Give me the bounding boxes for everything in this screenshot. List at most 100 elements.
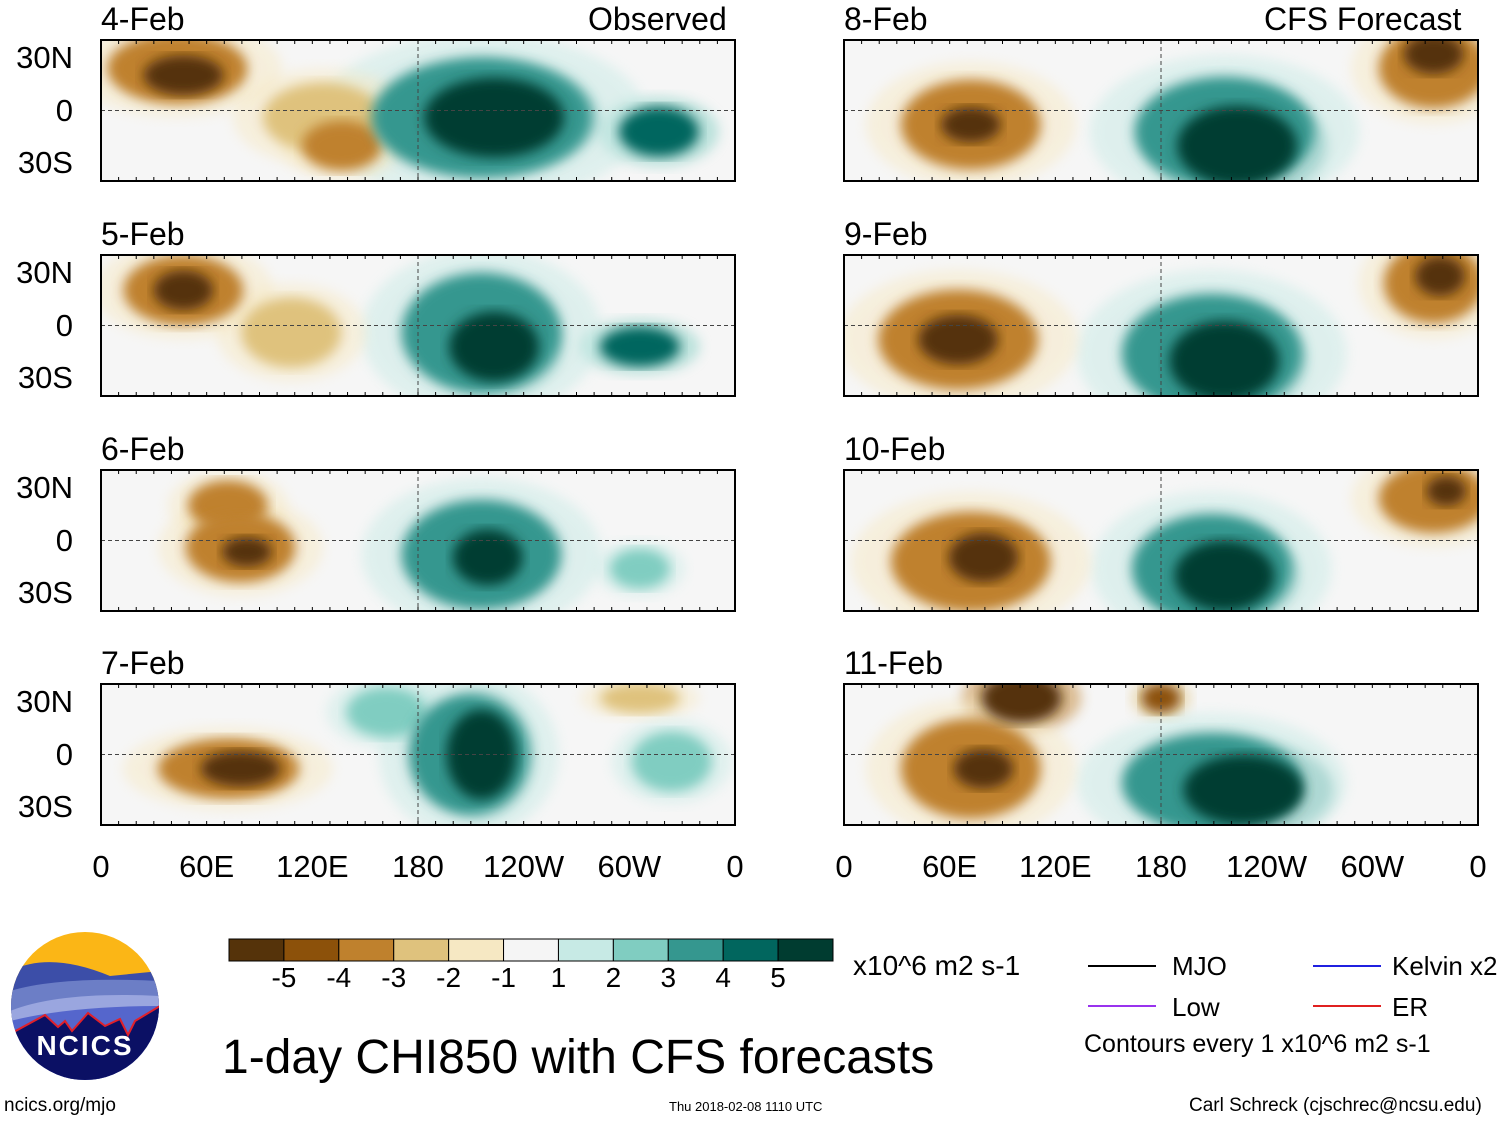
ncics-logo: NCICS <box>11 932 159 1080</box>
timestamp: Thu 2018-02-08 1110 UTC <box>669 1099 823 1114</box>
colorbar-label: -2 <box>436 962 462 993</box>
anomaly-region <box>1426 476 1467 507</box>
panel-date: 6-Feb <box>101 431 185 467</box>
colorbar-swatch <box>557 938 614 962</box>
anomaly-region <box>953 748 1014 789</box>
legend-mjo: MJO <box>1172 951 1227 981</box>
colorbar-label: 3 <box>660 962 677 993</box>
y-tick-label: 30N <box>16 40 73 76</box>
anomaly-region <box>1177 105 1298 181</box>
legend-low: Low <box>1172 992 1220 1022</box>
x-tick-label: 120E <box>1019 849 1092 884</box>
anomaly-region <box>599 326 680 367</box>
y-tick-label: 30S <box>17 359 73 395</box>
svg-text:NCICS: NCICS <box>36 1030 133 1061</box>
colorbar-swatch <box>612 938 669 962</box>
anomaly-region <box>599 684 680 714</box>
y-tick-label: 30S <box>17 144 73 180</box>
panel-date: 8-Feb <box>844 1 928 37</box>
x-tick-label: 0 <box>92 849 110 884</box>
forecast-label: CFS Forecast <box>1264 1 1462 37</box>
anomaly-region <box>981 684 1062 724</box>
colorbar-swatch <box>722 938 779 962</box>
colorbar-swatch <box>503 938 559 962</box>
x-tick-label: 0 <box>726 849 744 884</box>
colorbar-swatch <box>283 938 340 962</box>
units-label: x10^6 m2 s-1 <box>853 950 1021 981</box>
contour-note: Contours every 1 x10^6 m2 s-1 <box>1084 1030 1431 1058</box>
anomaly-region <box>1169 320 1280 396</box>
observed-label: Observed <box>588 1 727 37</box>
x-tick-label: 0 <box>1469 849 1487 884</box>
panel-date: 11-Feb <box>844 645 944 681</box>
map-panel <box>843 254 1479 397</box>
legend-er: ER <box>1392 992 1429 1022</box>
colorbar-swatch <box>777 938 834 962</box>
anomaly-region <box>301 120 382 171</box>
y-tick-label: 0 <box>55 736 73 772</box>
x-tick-label: 0 <box>835 849 853 884</box>
anomaly-region <box>1183 754 1304 825</box>
map-panel <box>843 683 1479 826</box>
map-panel <box>100 683 736 826</box>
colorbar-label: -5 <box>271 962 297 993</box>
colorbar-swatch <box>228 938 285 962</box>
y-tick-label: 0 <box>55 307 73 343</box>
site-url[interactable]: ncics.org/mjo <box>4 1095 116 1116</box>
map-panel <box>100 39 736 182</box>
panel-date: 7-Feb <box>101 645 185 681</box>
anomaly-region <box>143 55 224 96</box>
colorbar-label: -3 <box>381 962 407 993</box>
y-tick-label: 30N <box>16 255 73 291</box>
anomaly-region <box>221 536 272 567</box>
legend-kelvin-line <box>1313 965 1381 967</box>
y-tick-label: 30N <box>16 470 73 506</box>
colorbar-label: 4 <box>715 962 731 993</box>
anomaly-region <box>452 529 523 586</box>
anomaly-region <box>1414 256 1465 297</box>
panel-date: 4-Feb <box>101 1 185 37</box>
colorbar-label: -4 <box>326 962 352 993</box>
x-tick-label: 60W <box>1340 849 1405 884</box>
x-tick-label: 120W <box>1226 849 1308 884</box>
anomaly-region <box>346 687 427 738</box>
y-tick-label: 30S <box>17 574 73 610</box>
x-tick-label: 60E <box>922 849 978 884</box>
anomaly-region <box>631 731 712 792</box>
x-tick-label: 60E <box>179 849 235 884</box>
anomaly-region <box>241 297 342 368</box>
map-panel <box>843 39 1479 182</box>
colorbar-swatch <box>448 938 505 962</box>
y-tick-label: 0 <box>55 522 73 558</box>
anomaly-region <box>609 548 670 589</box>
anomaly-region <box>940 106 1001 143</box>
y-tick-label: 30S <box>17 788 73 824</box>
anomaly-region <box>948 532 1019 583</box>
colorbar-swatch <box>338 938 395 962</box>
anomaly-region <box>618 106 699 157</box>
colorbar-swatch <box>393 938 450 962</box>
x-tick-label: 180 <box>1135 849 1187 884</box>
legend-kelvin: Kelvin x2 <box>1392 951 1498 981</box>
map-panel <box>100 469 736 612</box>
x-tick-label: 60W <box>597 849 662 884</box>
legend-mjo-line <box>1088 965 1156 967</box>
anomaly-region <box>1174 540 1275 611</box>
map-panel <box>100 254 736 397</box>
x-tick-label: 120W <box>483 849 565 884</box>
map-panel <box>843 469 1479 612</box>
colorbar-label: 1 <box>550 962 567 993</box>
x-tick-label: 120E <box>276 849 349 884</box>
x-tick-label: 180 <box>392 849 444 884</box>
panel-date: 10-Feb <box>844 431 946 467</box>
colorbar-label: -1 <box>491 962 516 993</box>
anomaly-region <box>449 311 540 382</box>
colorbar-label: 2 <box>605 962 622 993</box>
author: Carl Schreck (cjschrec@ncsu.edu) <box>1189 1095 1482 1116</box>
colorbar-label: 5 <box>770 962 786 993</box>
anomaly-region <box>918 314 999 365</box>
colorbar-swatch <box>667 938 724 962</box>
panel-date: 5-Feb <box>101 216 185 252</box>
figure-title: 1-day CHI850 with CFS forecasts <box>222 1031 935 1084</box>
